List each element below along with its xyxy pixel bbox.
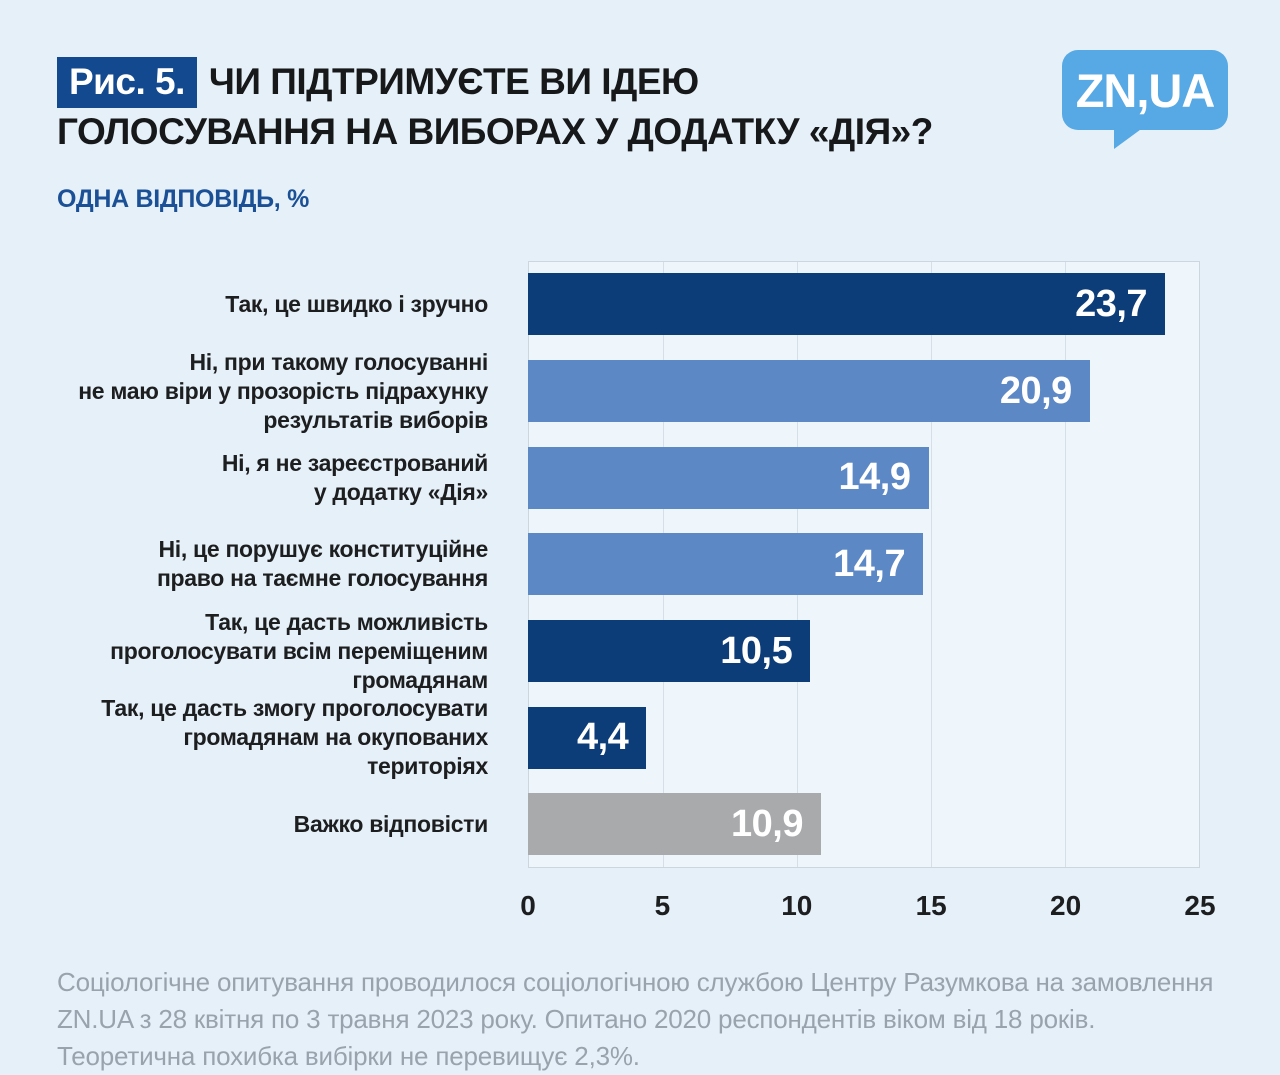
- bar-value-label: 20,9: [999, 369, 1072, 412]
- bar-track: 23,7: [528, 261, 1200, 348]
- title-text: ЧИ ПІДТРИМУЄТЕ ВИ ІДЕЮ ГОЛОСУВАННЯ НА ВИ…: [57, 61, 933, 152]
- x-axis-tick-label: 25: [1184, 889, 1216, 921]
- bar-track: 10,9: [528, 781, 1200, 868]
- category-label: Ні, при такому голосуванні не маю віри у…: [78, 348, 488, 433]
- category-label: Так, це дасть змогу проголосувати громад…: [101, 695, 488, 780]
- bar-value-label: 23,7: [1075, 282, 1148, 325]
- bar-track: 20,9: [528, 348, 1200, 435]
- bar: 20,9: [528, 360, 1090, 423]
- bar: 14,9: [528, 446, 929, 509]
- bar: 23,7: [528, 273, 1166, 336]
- x-axis-tick-label: 0: [520, 889, 536, 921]
- bar-value-label: 10,9: [731, 802, 803, 845]
- znua-logo-text: ZN,UA: [1075, 63, 1216, 117]
- category-label: Ні, це порушує конституційне право на та…: [156, 536, 488, 592]
- znua-logo: ZN,UA: [1062, 50, 1228, 149]
- bar-value-label: 10,5: [720, 629, 793, 672]
- x-axis: 0 5 10 15 20 25: [520, 868, 1215, 926]
- x-axis-tick-label: 5: [654, 889, 671, 921]
- x-axis-tick-label: 10: [781, 889, 813, 921]
- category-label: Так, це швидко і зручно: [225, 290, 488, 317]
- x-axis-tick-label: 20: [1050, 889, 1082, 921]
- gridline: [931, 262, 932, 867]
- page-title: Рис. 5. ЧИ ПІДТРИМУЄТЕ ВИ ІДЕЮ ГОЛОСУВАНН…: [57, 57, 1057, 155]
- bar: 10,5: [528, 620, 811, 683]
- category-label: Так, це дасть можливість проголосувати в…: [110, 608, 488, 693]
- header: Рис. 5. ЧИ ПІДТРИМУЄТЕ ВИ ІДЕЮ ГОЛОСУВАНН…: [57, 57, 1057, 214]
- chart-subtitle: ОДНА ВІДПОВІДЬ, %: [57, 185, 310, 213]
- bar: 14,7: [528, 533, 924, 596]
- logo-speech-tail-icon: [1114, 127, 1144, 149]
- methodology-footnote: Соціологічне опитування проводилося соці…: [57, 966, 1214, 1071]
- bar-value-label: 14,7: [833, 542, 906, 585]
- category-label: Ні, я не зареєстрований у додатку «Дія»: [221, 449, 488, 505]
- bar-chart: Так, це швидко і зручно 23,7 Ні, при так…: [57, 261, 1216, 926]
- bar-track: 10,5: [528, 608, 1200, 695]
- gridline: [1065, 262, 1066, 867]
- bar-track: 14,9: [528, 434, 1200, 521]
- bar-track: 4,4: [528, 694, 1200, 781]
- bar-value-label: 4,4: [576, 716, 629, 759]
- bar: 4,4: [528, 706, 647, 769]
- bar-value-label: 14,9: [838, 456, 911, 499]
- figure-number-badge: Рис. 5.: [57, 57, 197, 108]
- bar-track: 14,7: [528, 521, 1200, 608]
- x-axis-tick-label: 15: [915, 889, 947, 921]
- bar: 10,9: [528, 793, 821, 856]
- category-label: Важко відповісти: [293, 810, 489, 837]
